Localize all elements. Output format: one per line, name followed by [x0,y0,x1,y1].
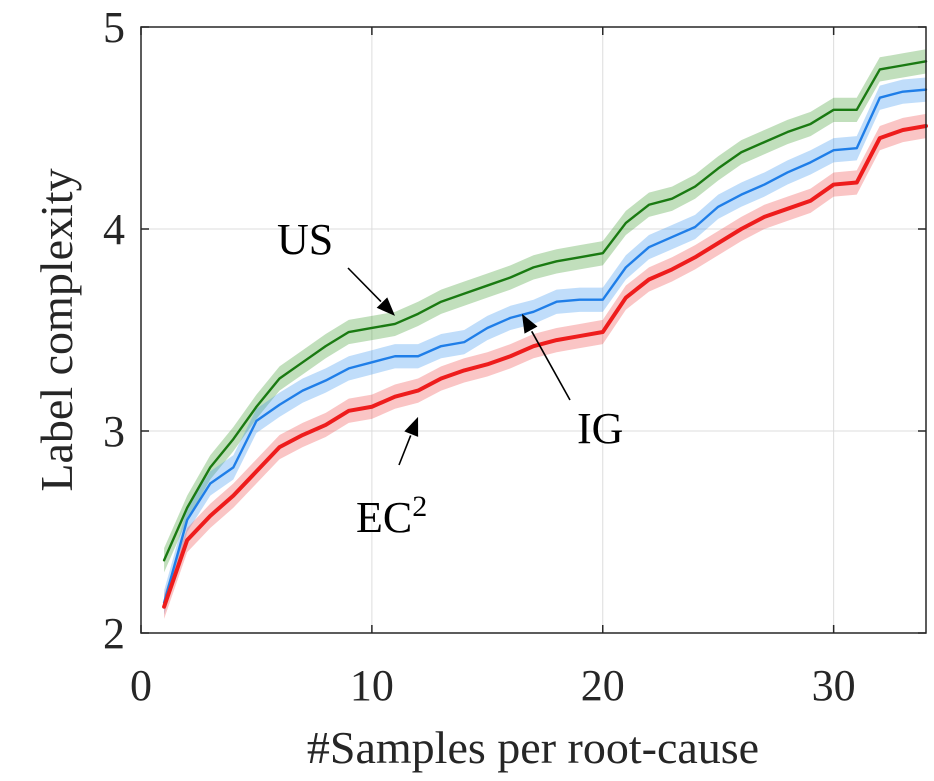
annotation-arrow-line [398,435,412,466]
annotation-ec2: EC2 [356,490,427,542]
x-tick-label: 0 [130,661,152,710]
line-ig [162,88,928,604]
y-tick-label: 5 [103,3,125,52]
annotation-arrow-head [521,313,538,334]
annotation-arrow-line [347,267,382,303]
series-lines [162,60,928,609]
y-tick-label: 3 [103,407,125,456]
y-tick-label: 2 [103,609,125,658]
axis-ticks [140,26,926,634]
annotation-arrow-head [376,297,395,316]
band-ec2 [164,113,926,619]
annotation-arrows [347,267,571,466]
confidence-bands [164,49,926,619]
annotation-us: US [277,215,333,264]
x-tick-label: 10 [350,661,394,710]
annotation-arrow-head [404,416,419,437]
x-tick-label: 30 [812,661,856,710]
x-tick-label: 20 [581,661,625,710]
annotation-ec2-base: EC [356,493,412,542]
y-axis-label: Label complexity [31,168,82,491]
annotation-ec2-superscript: 2 [412,490,427,523]
plot-frame [140,26,927,634]
line-us [162,60,928,562]
annotation-ig: IG [577,404,623,453]
band-us [164,49,926,573]
x-axis-label: #Samples per root-cause [307,722,759,773]
y-tick-label: 4 [103,205,125,254]
annotation-arrow-line [530,330,571,401]
line-ec2 [162,123,928,609]
